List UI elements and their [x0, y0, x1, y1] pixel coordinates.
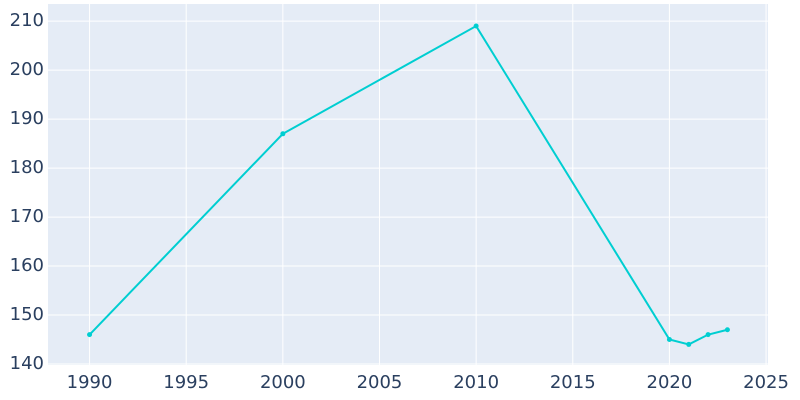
y-tick-label: 210 [10, 10, 44, 31]
x-tick-label: 2015 [550, 372, 596, 393]
x-tick-label: 2020 [647, 372, 693, 393]
x-tick-label: 2010 [453, 372, 499, 393]
marker [280, 131, 286, 137]
x-tick-label: 1990 [67, 372, 113, 393]
y-tick-label: 190 [10, 108, 44, 129]
y-tick-label: 170 [10, 206, 44, 227]
x-tick-label: 2000 [260, 372, 306, 393]
marker [87, 332, 93, 338]
x-tick-label: 2025 [743, 372, 789, 393]
y-tick-label: 200 [10, 59, 44, 80]
y-tick-label: 150 [10, 304, 44, 325]
marker [705, 332, 711, 338]
x-tick-label: 2005 [357, 372, 403, 393]
y-tick-label: 180 [10, 157, 44, 178]
x-tick-label: 1995 [163, 372, 209, 393]
marker [473, 23, 479, 29]
plot-area [48, 4, 768, 365]
y-tick-label: 160 [10, 255, 44, 276]
marker [666, 337, 672, 343]
marker [686, 341, 692, 347]
marker [724, 327, 730, 333]
y-tick-label: 140 [10, 353, 44, 374]
